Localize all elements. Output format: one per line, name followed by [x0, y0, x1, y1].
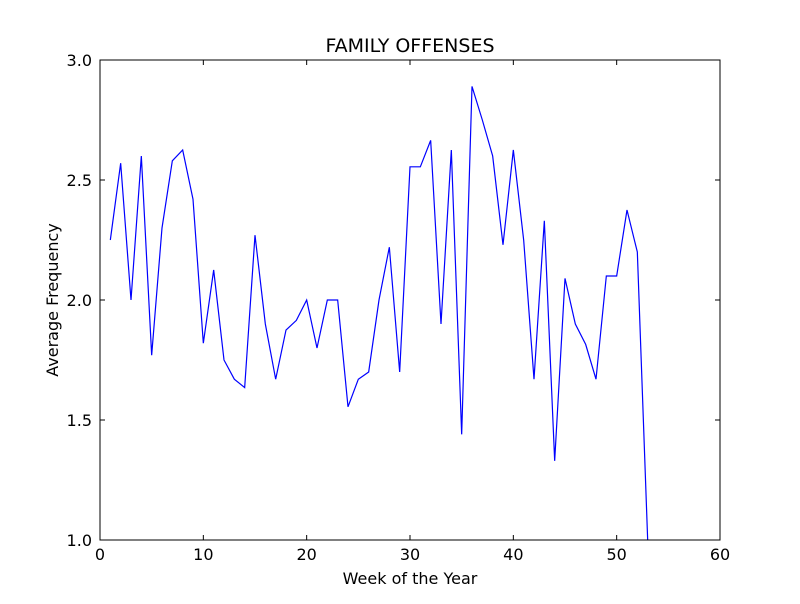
x-tick-label: 30 — [400, 545, 420, 564]
x-tick-label: 10 — [193, 545, 213, 564]
y-tick-label: 1.0 — [67, 531, 92, 550]
x-tick-label: 0 — [95, 545, 105, 564]
series-line — [109, 86, 649, 541]
y-tick-label: 3.0 — [67, 51, 92, 70]
x-axis-label: Week of the Year — [343, 569, 478, 588]
chart-title: FAMILY OFFENSES — [325, 35, 494, 57]
y-tick-label: 2.0 — [67, 291, 92, 310]
x-tick-label: 50 — [606, 545, 626, 564]
y-axis-label: Average Frequency — [43, 223, 62, 376]
ticks-group: 0 10 20 30 40 50 60 1.0 1.5 2.0 2.5 3.0 — [67, 51, 731, 564]
x-tick-label: 40 — [503, 545, 523, 564]
y-tick-label: 2.5 — [67, 171, 92, 190]
plot-frame — [99, 59, 721, 541]
y-tick-label: 1.5 — [67, 411, 92, 430]
x-tick-label: 20 — [296, 545, 316, 564]
series-group — [109, 86, 649, 541]
x-tick-label: 60 — [710, 545, 730, 564]
